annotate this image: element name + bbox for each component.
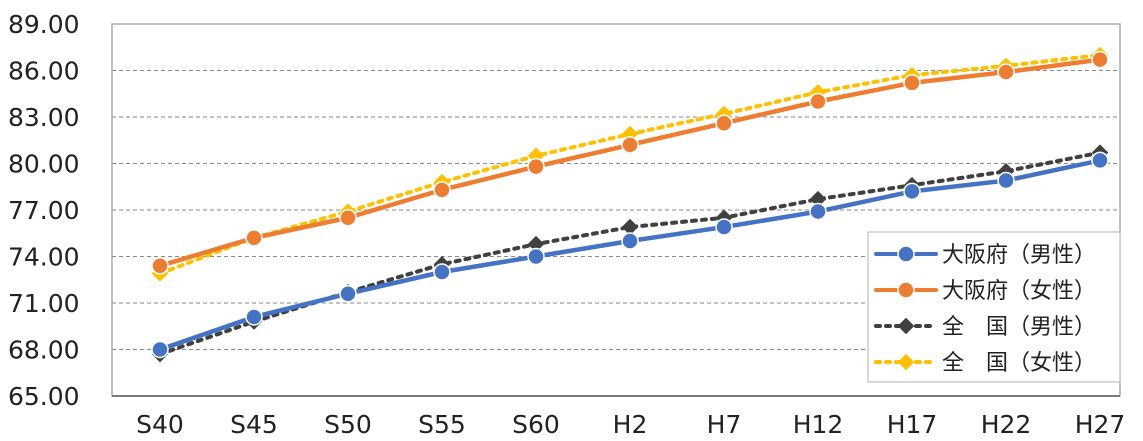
data-point <box>903 182 921 201</box>
data-point <box>339 284 357 303</box>
y-tick-label: 74.00 <box>8 243 80 272</box>
y-tick-label: 80.00 <box>8 150 80 179</box>
data-point <box>527 157 545 176</box>
data-point <box>433 181 451 199</box>
y-tick-label: 89.00 <box>8 10 80 39</box>
data-point <box>809 202 827 221</box>
data-point <box>809 92 827 111</box>
legend-item: 大阪府（男性） <box>874 243 1096 268</box>
y-tick-label: 68.00 <box>8 336 80 365</box>
legend-label: 大阪府（男性） <box>942 243 1096 268</box>
data-point <box>151 340 169 359</box>
x-tick-label: H27 <box>1075 410 1126 439</box>
data-point <box>621 232 639 250</box>
data-point <box>715 218 733 236</box>
legend-label: 全 国（女性） <box>942 351 1096 376</box>
y-tick-labels: 65.00 68.00 71.00 74.00 77.00 80.00 83.00 86.00… <box>8 10 80 411</box>
data-point <box>997 63 1015 81</box>
x-tick-label: H12 <box>793 410 844 439</box>
x-tick-label: S50 <box>324 410 372 439</box>
legend-label: 大阪府（女性） <box>942 279 1096 304</box>
y-tick-label: 86.00 <box>8 57 80 86</box>
x-tick-label: S60 <box>512 410 560 439</box>
y-tick-label: 77.00 <box>8 196 80 225</box>
x-tick-labels: S40 S45 S50 S55 S60 H2 H7 H12 H17 H22 H27 <box>136 410 1125 439</box>
legend-swatch-marker <box>897 353 915 371</box>
data-point <box>245 229 263 247</box>
data-point <box>339 209 357 227</box>
data-point <box>1091 151 1109 170</box>
legend-item: 大阪府（女性） <box>874 279 1096 304</box>
y-tick-label: 83.00 <box>8 103 80 132</box>
data-point <box>151 257 169 275</box>
axes <box>111 23 1121 397</box>
x-tick-label: H2 <box>613 410 648 439</box>
legend-label: 全 国（男性） <box>942 315 1096 340</box>
series-0 <box>151 151 1109 359</box>
x-tick-label: S55 <box>418 410 466 439</box>
legend-item: 全 国（女性） <box>874 351 1096 376</box>
series-1 <box>151 50 1109 275</box>
grid-lines <box>112 70 1120 350</box>
x-tick-label: S45 <box>230 410 278 439</box>
legend-item: 全 国（男性） <box>874 315 1096 340</box>
data-point <box>433 263 451 281</box>
legend-swatch-marker <box>897 281 915 299</box>
x-tick-label: S40 <box>136 410 184 439</box>
legend: 大阪府（男性） 大阪府（女性） 全 国（男性） 全 国（女性） <box>867 231 1121 383</box>
data-point <box>1091 50 1109 69</box>
x-tick-label: H17 <box>887 410 938 439</box>
data-point <box>245 308 263 326</box>
legend-swatch-marker <box>897 317 915 335</box>
series-lines <box>151 46 1109 363</box>
data-point <box>621 136 639 154</box>
y-tick-label: 71.00 <box>8 289 80 318</box>
y-tick-label: 65.00 <box>8 382 80 411</box>
x-tick-label: H7 <box>707 410 742 439</box>
data-point <box>715 114 733 132</box>
legend-swatch-marker <box>897 245 915 263</box>
data-point <box>997 171 1015 190</box>
data-point <box>527 247 545 266</box>
x-tick-label: H22 <box>981 410 1032 439</box>
data-point <box>903 74 921 92</box>
